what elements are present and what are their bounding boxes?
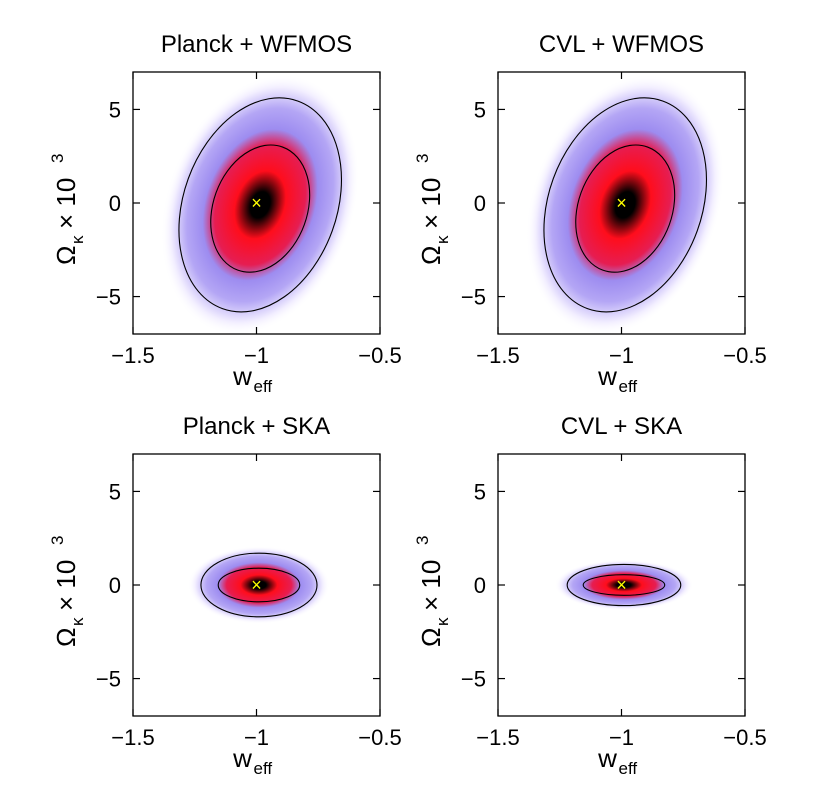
x-tick-label: −1 <box>609 725 634 750</box>
contour-2-sigma <box>543 97 708 313</box>
x-tick-label: −0.5 <box>358 343 401 368</box>
x-tick-label: −0.5 <box>723 343 766 368</box>
panel-2: × −1.5 −1 −0.5 −5 0 5 CVL + WFMOS w eff Ωκ × 10 3 <box>413 31 767 396</box>
y-axis-label-suffix: × 10 <box>416 560 446 611</box>
x-axis-label-subscript: eff <box>619 759 638 778</box>
panel-title: Planck + WFMOS <box>161 31 352 58</box>
y-axis-label: Ω <box>51 628 81 647</box>
panel-3: × −1.5 −1 −0.5 −5 0 5 Planck + SKA w eff Ωκ × 10 3 <box>48 413 402 778</box>
contour-2-sigma <box>178 97 343 313</box>
y-tick-label: 0 <box>474 573 486 598</box>
y-axis-label-suffix: × 10 <box>51 178 81 229</box>
y-tick-label: 0 <box>109 191 121 216</box>
y-axis-label-superscript: 3 <box>413 536 432 545</box>
panel-4: × −1.5 −1 −0.5 −5 0 5 CVL + SKA w eff Ωκ × 10 3 <box>413 413 767 778</box>
y-axis-label-group: Ωκ × 10 3 <box>413 536 452 647</box>
y-tick-label: 0 <box>474 191 486 216</box>
panel-title: CVL + WFMOS <box>539 31 704 58</box>
y-tick-label: 5 <box>474 479 486 504</box>
y-tick-label: −5 <box>96 667 121 692</box>
density-field <box>188 546 330 624</box>
y-axis-label-superscript: 3 <box>48 154 67 163</box>
fiducial-marker: × <box>616 575 627 595</box>
x-axis-label: w <box>597 361 617 391</box>
y-axis-label-subscript: κ <box>433 235 452 244</box>
y-axis-label-superscript: 3 <box>48 536 67 545</box>
fiducial-marker: × <box>251 193 262 213</box>
x-tick-label: −0.5 <box>723 725 766 750</box>
y-axis-label-suffix: × 10 <box>416 178 446 229</box>
x-axis-label-subscript: eff <box>254 759 273 778</box>
y-axis-label-group: Ωκ × 10 3 <box>48 154 87 265</box>
y-axis-label-superscript: 3 <box>413 154 432 163</box>
y-axis-label: Ω <box>416 246 446 265</box>
x-axis-label-subscript: eff <box>619 377 638 396</box>
contour-2-sigma <box>200 552 318 618</box>
y-tick-label: 5 <box>474 97 486 122</box>
x-axis-label-subscript: eff <box>254 377 273 396</box>
y-axis-label-subscript: κ <box>433 617 452 626</box>
x-tick-label: −1 <box>609 343 634 368</box>
contour-1-sigma <box>217 567 301 603</box>
y-tick-label: −5 <box>461 667 486 692</box>
x-tick-label: −1.5 <box>476 725 519 750</box>
density-field <box>526 74 725 334</box>
y-axis-label: Ω <box>51 246 81 265</box>
x-tick-label: −1.5 <box>111 725 154 750</box>
density-field <box>161 74 360 334</box>
x-tick-label: −1.5 <box>476 343 519 368</box>
x-tick-label: −1.5 <box>111 343 154 368</box>
fiducial-marker: × <box>251 575 262 595</box>
x-axis-label: w <box>232 361 252 391</box>
x-tick-label: −1 <box>244 343 269 368</box>
contour-2-sigma <box>566 563 682 607</box>
y-tick-label: 0 <box>109 573 121 598</box>
contour-1-sigma <box>575 144 676 273</box>
y-axis-label-group: Ωκ × 10 3 <box>48 536 87 647</box>
x-axis-label: w <box>597 743 617 773</box>
panel-title: CVL + SKA <box>561 413 682 440</box>
y-axis-label: Ω <box>416 628 446 647</box>
panel-1: × −1.5 −1 −0.5 −5 0 5 Planck + WFMOS w eff Ωκ × 10 3 <box>48 31 402 396</box>
panel-title: Planck + SKA <box>183 413 330 440</box>
y-axis-label-subscript: κ <box>68 235 87 244</box>
y-axis-label-subscript: κ <box>68 617 87 626</box>
x-tick-label: −1 <box>244 725 269 750</box>
contour-1-sigma <box>582 574 666 596</box>
fiducial-marker: × <box>616 193 627 213</box>
y-tick-label: 5 <box>109 97 121 122</box>
y-axis-label-suffix: × 10 <box>51 560 81 611</box>
y-axis-label-group: Ωκ × 10 3 <box>413 154 452 265</box>
contour-1-sigma <box>210 144 311 273</box>
y-tick-label: −5 <box>96 285 121 310</box>
y-tick-label: 5 <box>109 479 121 504</box>
x-tick-label: −0.5 <box>358 725 401 750</box>
x-axis-label: w <box>232 743 252 773</box>
y-tick-label: −5 <box>461 285 486 310</box>
density-field <box>554 559 694 611</box>
